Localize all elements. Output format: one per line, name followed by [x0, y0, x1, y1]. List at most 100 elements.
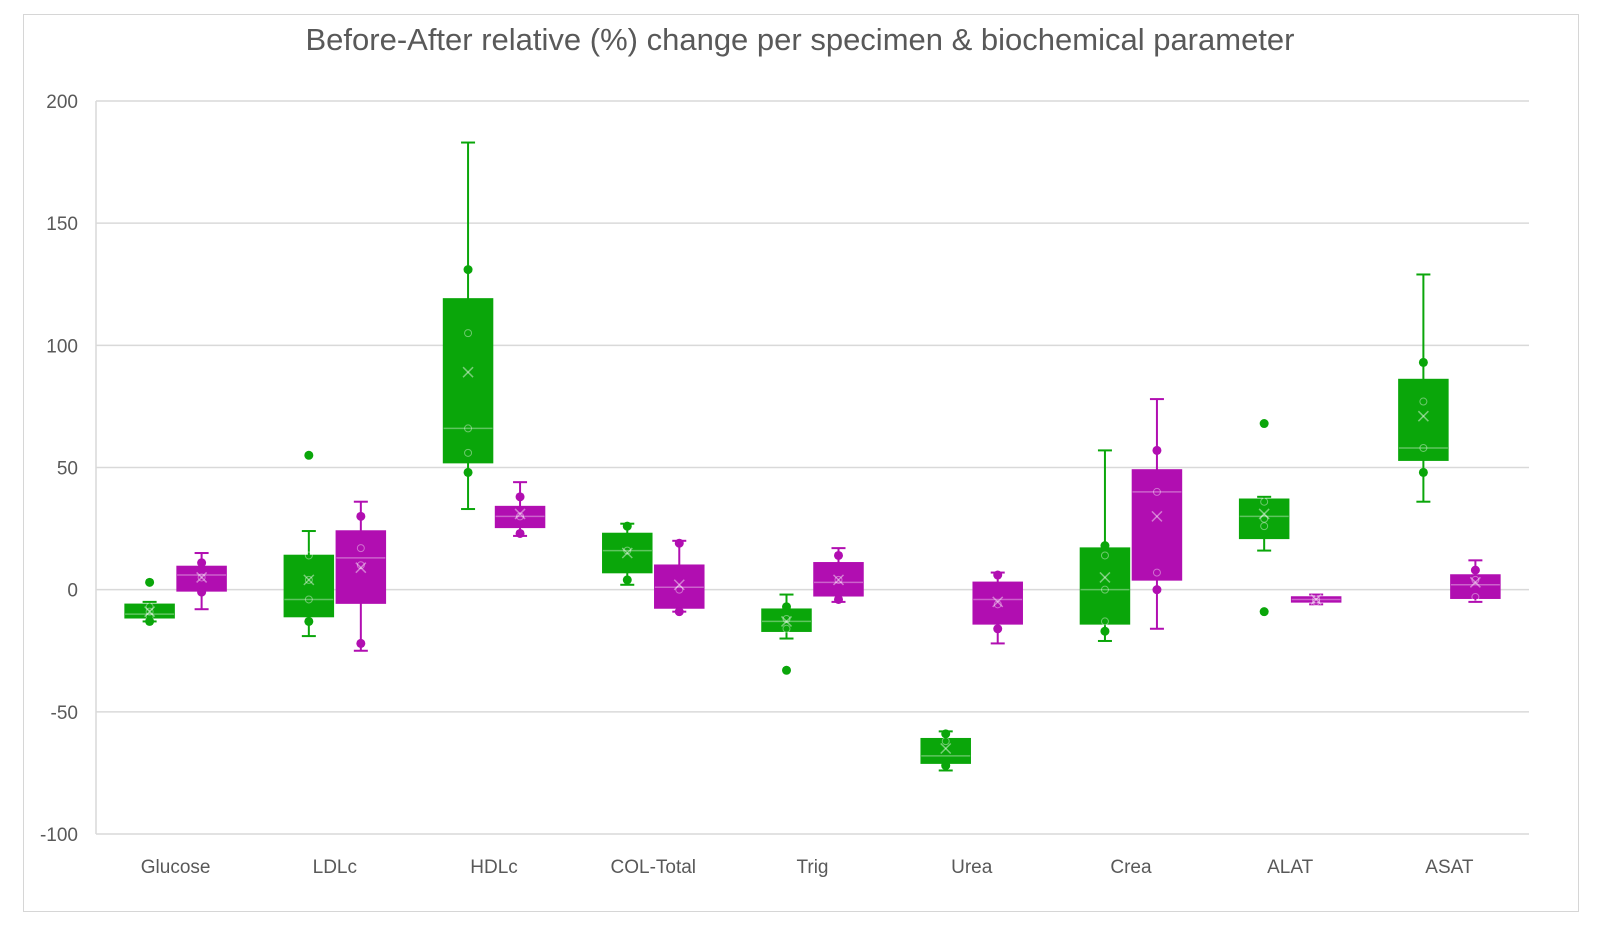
- iqr-box: [335, 530, 387, 604]
- y-tick-label: 150: [46, 214, 78, 235]
- data-point-outside-box: [674, 607, 684, 617]
- iqr-box: [494, 505, 546, 529]
- iqr-box: [920, 737, 971, 764]
- x-category-label: Trig: [796, 857, 828, 878]
- box-col-total: [654, 538, 705, 617]
- data-point-outside-box: [941, 729, 951, 739]
- data-point: [464, 424, 473, 433]
- iqr-box: [1079, 547, 1131, 625]
- box-crea: [1131, 398, 1183, 630]
- outlier-point: [782, 665, 791, 675]
- iqr-box: [602, 532, 653, 574]
- data-point-outside-box: [1418, 357, 1428, 367]
- data-point: [782, 614, 791, 623]
- data-point: [675, 585, 684, 594]
- data-point: [834, 575, 843, 584]
- iqr-box: [1290, 596, 1342, 603]
- iqr-box: [1238, 498, 1290, 540]
- data-point-outside-box: [993, 624, 1003, 634]
- data-point: [993, 600, 1002, 609]
- data-point-outside-box: [1152, 445, 1162, 455]
- data-point: [1260, 522, 1269, 531]
- outlier-point: [304, 450, 314, 460]
- box-ldlc: [335, 500, 387, 652]
- data-point-outside-box: [622, 575, 632, 585]
- data-point-outside-box: [834, 550, 843, 560]
- mean-marker: [144, 606, 156, 618]
- x-category-label: ASAT: [1425, 857, 1474, 878]
- mean-marker: [144, 606, 156, 618]
- data-point-outside-box: [145, 616, 155, 626]
- data-point: [145, 602, 154, 611]
- data-point: [516, 512, 525, 521]
- mean-marker: [1099, 571, 1111, 583]
- mean-marker: [992, 596, 1004, 608]
- box-trig: [813, 547, 864, 604]
- iqr-box: [442, 298, 494, 464]
- mean-marker: [1417, 410, 1429, 422]
- y-tick-label: 100: [46, 336, 78, 357]
- y-tick-label: 200: [46, 92, 78, 113]
- data-point-outside-box: [356, 638, 366, 648]
- data-point-outside-box: [941, 761, 951, 771]
- x-axis-categories: Glucose LDLc HDLc COL-Total Trig Urea Crea ALAT…: [141, 857, 1474, 878]
- mean-marker: [303, 574, 315, 586]
- mean-marker: [196, 571, 208, 583]
- mean-marker: [462, 366, 474, 378]
- data-point: [197, 573, 206, 582]
- data-point-outside-box: [782, 602, 791, 612]
- mean-marker: [1099, 571, 1111, 583]
- data-point: [782, 624, 791, 633]
- x-category-label: Urea: [951, 857, 993, 878]
- mean-marker: [832, 574, 845, 586]
- box-alat: [1238, 419, 1290, 617]
- data-point-outside-box: [515, 492, 525, 502]
- mean-marker: [940, 742, 952, 755]
- data-point: [1312, 595, 1321, 604]
- mean-marker: [514, 508, 526, 520]
- data-point: [1260, 514, 1269, 523]
- x-category-label: Crea: [1110, 857, 1152, 878]
- data-point-outside-box: [1100, 626, 1110, 636]
- mean-marker: [303, 574, 315, 586]
- box-glucose: [176, 552, 227, 611]
- box-urea: [920, 729, 971, 772]
- data-point: [1471, 592, 1480, 601]
- data-point: [1152, 487, 1161, 496]
- mean-marker: [1417, 410, 1429, 422]
- mean-marker: [621, 547, 633, 559]
- mean-marker: [462, 366, 474, 378]
- box-glucose: [124, 577, 175, 626]
- iqr-box: [283, 554, 335, 618]
- y-tick-label: -100: [40, 825, 78, 846]
- mean-marker: [673, 579, 685, 591]
- outlier-point: [1259, 419, 1269, 429]
- mean-marker: [1310, 593, 1322, 605]
- data-point-outside-box: [674, 538, 684, 548]
- x-category-label: Glucose: [141, 857, 211, 878]
- data-point-outside-box: [834, 594, 843, 604]
- mean-marker: [1258, 508, 1270, 520]
- box-ldlc: [283, 450, 335, 638]
- box-crea: [1079, 449, 1131, 642]
- data-point: [1419, 397, 1428, 406]
- mean-marker: [1310, 593, 1322, 605]
- x-category-label: ALAT: [1267, 857, 1314, 878]
- data-point-outside-box: [993, 570, 1003, 580]
- y-tick-label: 50: [57, 459, 78, 480]
- data-point: [1100, 585, 1109, 594]
- mean-marker: [196, 571, 208, 583]
- outlier-point: [1259, 607, 1269, 617]
- x-category-label: COL-Total: [611, 857, 697, 878]
- data-point: [356, 561, 365, 570]
- iqr-box: [761, 608, 812, 632]
- mean-marker: [1258, 508, 1270, 520]
- x-category-label: HDLc: [470, 857, 518, 878]
- data-point: [623, 546, 632, 555]
- iqr-box: [1131, 469, 1183, 581]
- data-point: [1100, 617, 1109, 626]
- data-point: [304, 575, 313, 584]
- data-point: [464, 448, 473, 457]
- outlier-point: [145, 577, 155, 587]
- data-point: [304, 551, 313, 560]
